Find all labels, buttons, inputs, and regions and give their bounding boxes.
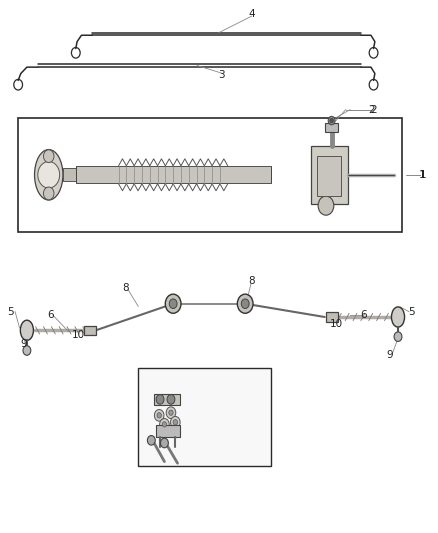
Text: 6: 6 <box>48 310 54 320</box>
Ellipse shape <box>20 320 33 341</box>
Text: 1: 1 <box>419 170 425 180</box>
Circle shape <box>160 438 168 448</box>
Text: 6: 6 <box>360 310 367 320</box>
Circle shape <box>169 410 173 415</box>
Text: 5: 5 <box>7 306 14 317</box>
Text: 3: 3 <box>218 70 225 80</box>
Text: 8: 8 <box>248 277 255 286</box>
Bar <box>63 168 76 181</box>
Bar <box>326 312 338 322</box>
Circle shape <box>162 422 166 427</box>
Bar <box>325 123 338 132</box>
Circle shape <box>159 418 169 430</box>
Text: 8: 8 <box>122 283 128 293</box>
Bar <box>153 394 180 405</box>
Circle shape <box>170 416 180 428</box>
Circle shape <box>43 150 54 163</box>
Text: 2: 2 <box>371 104 377 115</box>
Circle shape <box>43 187 54 200</box>
Ellipse shape <box>35 150 63 200</box>
Text: 2: 2 <box>368 104 375 115</box>
Bar <box>155 425 180 437</box>
Circle shape <box>169 299 177 309</box>
Bar <box>76 166 272 183</box>
Circle shape <box>173 419 177 425</box>
Circle shape <box>330 118 333 123</box>
Circle shape <box>38 161 60 188</box>
Circle shape <box>241 299 249 309</box>
Bar <box>18 118 403 232</box>
Circle shape <box>328 116 335 125</box>
Circle shape <box>157 413 161 418</box>
Circle shape <box>318 196 334 215</box>
Text: 9: 9 <box>386 350 392 360</box>
Ellipse shape <box>392 307 405 327</box>
Bar <box>317 156 341 196</box>
Text: 10: 10 <box>329 319 343 329</box>
Circle shape <box>394 332 402 342</box>
Circle shape <box>154 409 164 421</box>
Circle shape <box>166 407 176 418</box>
Circle shape <box>23 346 31 356</box>
Circle shape <box>167 394 175 404</box>
Text: 1: 1 <box>420 170 427 180</box>
Bar <box>84 326 96 335</box>
Circle shape <box>165 294 181 313</box>
Text: 10: 10 <box>72 329 85 340</box>
Circle shape <box>148 435 155 445</box>
Bar <box>138 368 272 466</box>
Circle shape <box>156 394 164 404</box>
Circle shape <box>237 294 253 313</box>
Text: 4: 4 <box>248 9 255 19</box>
Text: 9: 9 <box>20 338 27 349</box>
Bar <box>311 146 348 204</box>
Text: 5: 5 <box>408 306 414 317</box>
Text: 7: 7 <box>244 439 251 449</box>
